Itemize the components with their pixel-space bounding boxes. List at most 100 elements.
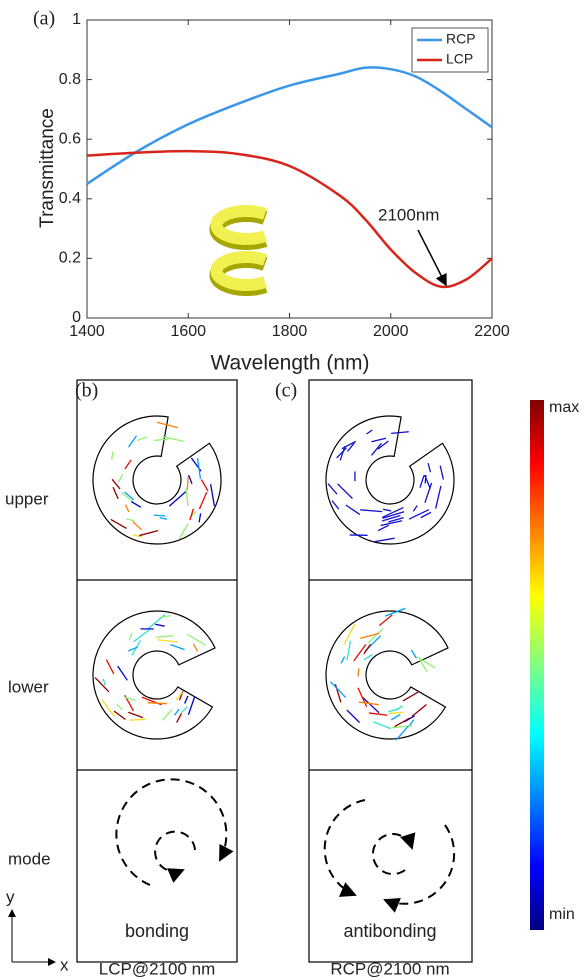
field-arrow (410, 649, 417, 659)
y-tick-label: 0.2 (59, 250, 81, 267)
mode-arrow (383, 824, 456, 913)
field-arrow (113, 710, 126, 721)
field-arrow (156, 421, 178, 429)
panel-frame (308, 379, 473, 963)
field-arrow (132, 521, 143, 531)
field-arrow (424, 474, 427, 484)
field-arrow (343, 623, 356, 645)
field-arrow (353, 643, 367, 662)
panel-frame (76, 379, 238, 963)
field-arrow (346, 442, 355, 452)
row-label: upper (5, 489, 49, 508)
field-arrow (198, 513, 202, 523)
field-arrow (331, 500, 340, 510)
field-arrow (394, 717, 411, 728)
field-arrow (128, 632, 133, 641)
y-tick-label: 1 (72, 11, 81, 28)
x-tick-label: 1400 (69, 323, 105, 340)
field-arrow (192, 643, 199, 652)
structure-icon (209, 205, 268, 296)
field-arrow (185, 488, 189, 506)
field-arrow (411, 703, 427, 717)
field-arrow (186, 633, 206, 646)
annotation-arrow (417, 229, 447, 287)
colorbar (530, 400, 544, 930)
annotation: 2100nm (378, 205, 439, 224)
field-arrow (377, 440, 389, 450)
field-arrow (111, 451, 114, 460)
field-arrow (377, 524, 389, 532)
field-arrow (188, 474, 193, 485)
field-arrow (367, 628, 384, 644)
field-arrow (137, 436, 148, 442)
ring (325, 415, 455, 545)
field-arrow (159, 517, 168, 520)
x-tick-label: 2200 (474, 323, 510, 340)
field-arrow (157, 639, 179, 643)
field-arrow (346, 709, 361, 724)
field-arrow (161, 709, 173, 721)
field-arrow (162, 436, 184, 442)
row-label: mode (8, 849, 51, 868)
field-arrow (388, 517, 404, 523)
y-tick-label: 0.4 (59, 190, 81, 207)
field-arrow (382, 511, 405, 519)
field-arrow (117, 665, 128, 681)
field-arrow (371, 437, 387, 443)
field-arrow (102, 678, 107, 686)
field-arrow (360, 509, 383, 513)
field-arrow (363, 643, 372, 655)
field-arrow (427, 462, 432, 473)
mode-arrow (323, 799, 366, 897)
field-arrow (420, 511, 432, 519)
field-arrow (374, 537, 395, 543)
panel-label: (c) (275, 380, 297, 402)
field-arrow (176, 713, 183, 723)
field-arrow (339, 445, 346, 461)
field-arrow (155, 634, 173, 638)
ring (325, 610, 449, 740)
y-tick-label: 0 (72, 309, 81, 326)
mode-arrow (154, 830, 196, 883)
field-arrow (435, 485, 442, 509)
y-tick-label: 0.6 (59, 130, 81, 147)
field-arrow (187, 696, 196, 715)
field-arrow (175, 691, 183, 701)
field-arrow (168, 490, 187, 507)
field-arrow (381, 514, 401, 522)
field-arrow (330, 681, 347, 698)
field-arrow (394, 705, 404, 711)
field-arrow (380, 520, 403, 527)
field-arrow (200, 479, 209, 492)
x-tick-label: 1800 (272, 323, 308, 340)
field-arrow (125, 518, 135, 522)
field-arrow (390, 713, 401, 721)
field-arrow (391, 431, 409, 435)
field-arrow (336, 447, 347, 459)
mode-label: antibonding (343, 921, 436, 941)
legend-box (411, 27, 489, 73)
field-arrow (357, 668, 360, 677)
field-arrow (118, 473, 124, 483)
field-panels (8, 379, 544, 966)
field-arrow (357, 687, 368, 708)
field-arrow (382, 508, 392, 512)
column-label: LCP@2100 nm (99, 959, 216, 978)
legend-label: RCP (446, 31, 476, 47)
field-arrow (359, 632, 380, 640)
field-arrow (153, 514, 166, 517)
field-arrow (132, 534, 142, 538)
field-arrow (340, 656, 346, 664)
field-arrow (198, 491, 208, 510)
field-arrow (388, 711, 404, 715)
field-arrow (110, 518, 127, 529)
field-arrow (327, 483, 338, 495)
field-arrow (124, 459, 132, 470)
colorbar-min: min (549, 906, 575, 923)
field-arrow (124, 504, 130, 513)
field-arrow (366, 429, 373, 435)
field-arrow (412, 505, 418, 512)
field-arrow (180, 706, 188, 714)
x-tick-label: 2000 (373, 323, 409, 340)
field-arrow (129, 718, 146, 721)
